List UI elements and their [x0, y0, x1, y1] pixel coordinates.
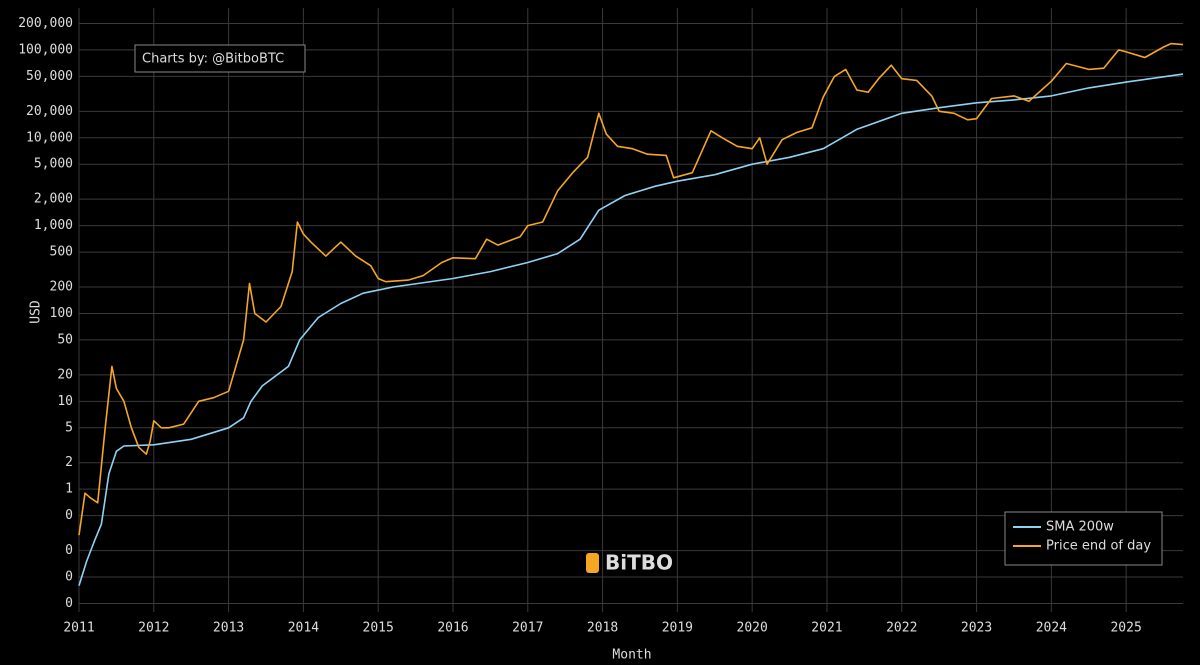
y-tick-label: 50 [57, 332, 73, 347]
x-axis-label: Month [612, 648, 651, 663]
y-axis-label: USD [29, 300, 44, 324]
x-tick-label: 2012 [138, 621, 169, 636]
x-tick-label: 2014 [288, 621, 319, 636]
y-tick-label: 0 [65, 508, 73, 523]
legend-box [1004, 511, 1163, 566]
annotation-box [134, 44, 306, 73]
y-tick-label: 1 [65, 482, 73, 497]
x-tick-label: 2011 [63, 621, 94, 636]
y-tick-label: 0 [65, 543, 73, 558]
y-tick-label: 200 [50, 280, 73, 295]
y-tick-label: 100,000 [18, 42, 73, 57]
y-tick-label: 500 [50, 245, 73, 260]
legend-label: Price end of day [1046, 539, 1151, 554]
x-tick-label: 2021 [811, 621, 842, 636]
y-tick-label: 20,000 [26, 104, 73, 119]
x-tick-label: 2023 [961, 621, 992, 636]
y-tick-label: 5 [65, 420, 73, 435]
y-tick-label: 0 [65, 570, 73, 585]
x-tick-label: 2020 [737, 621, 768, 636]
y-tick-label: 200,000 [18, 16, 73, 31]
x-tick-label: 2022 [886, 621, 917, 636]
y-tick-label: 20 [57, 367, 73, 382]
x-tick-label: 2015 [363, 621, 394, 636]
x-tick-label: 2017 [512, 621, 543, 636]
y-tick-label: 10 [57, 394, 73, 409]
x-tick-label: 2024 [1036, 621, 1067, 636]
x-tick-label: 2013 [213, 621, 244, 636]
y-tick-label: 1,000 [34, 218, 73, 233]
logo-icon [586, 553, 599, 573]
y-tick-label: 2,000 [34, 192, 73, 207]
logo: BiTBO [605, 551, 673, 575]
y-tick-label: 0 [65, 596, 73, 611]
y-tick-label: 5,000 [34, 157, 73, 172]
line-series [78, 42, 1184, 536]
x-tick-label: 2019 [662, 621, 693, 636]
x-tick-label: 2018 [587, 621, 618, 636]
x-tick-label: 2016 [437, 621, 468, 636]
legend-label: SMA 200w [1046, 520, 1114, 535]
y-tick-label: 50,000 [26, 69, 73, 84]
line-series [78, 73, 1184, 586]
y-tick-label: 10,000 [26, 130, 73, 145]
annotation: Charts by: @BitboBTC [142, 52, 284, 67]
y-tick-label: 100 [50, 306, 73, 321]
x-tick-label: 2025 [1110, 621, 1141, 636]
y-tick-label: 2 [65, 455, 73, 470]
